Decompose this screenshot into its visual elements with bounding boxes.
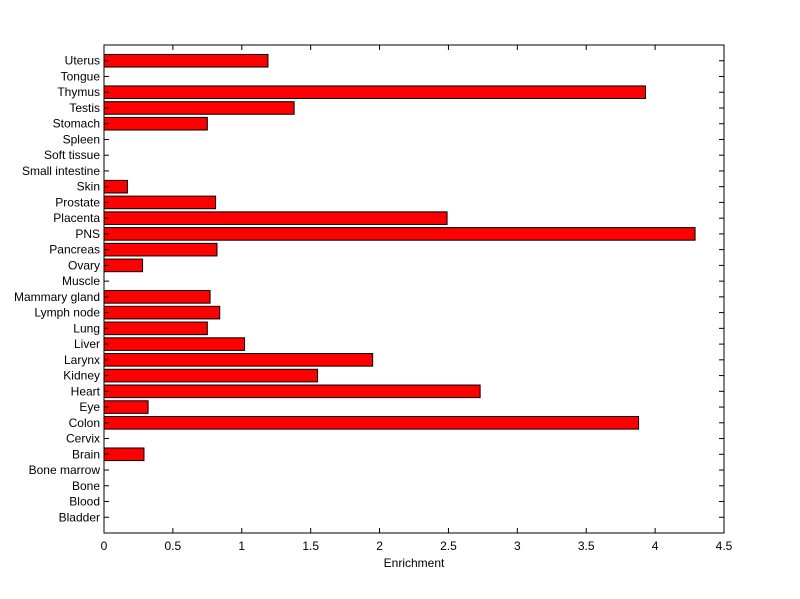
y-tick-label: Kidney bbox=[63, 369, 100, 383]
y-tick-label: Muscle bbox=[62, 274, 100, 288]
bar-kidney bbox=[103, 368, 319, 383]
x-tick-label: 3.5 bbox=[578, 539, 595, 553]
bar-eye bbox=[103, 400, 149, 414]
x-tick-label: 2.5 bbox=[440, 539, 457, 553]
x-axis-label: Enrichment bbox=[384, 556, 445, 570]
x-tick-label: 0.5 bbox=[165, 539, 182, 553]
bar-mammary-gland bbox=[103, 290, 211, 304]
y-tick-label: Liver bbox=[74, 337, 100, 351]
x-tick-label: 2 bbox=[376, 539, 383, 553]
ticks-group bbox=[103, 45, 725, 533]
y-tick-label: Blood bbox=[69, 495, 100, 509]
y-tick-label: Tongue bbox=[61, 69, 101, 83]
bar-brain bbox=[103, 447, 145, 462]
bar-liver bbox=[103, 337, 246, 351]
x-tick-label: 4 bbox=[652, 539, 659, 553]
x-tick-label: 4.5 bbox=[716, 539, 733, 553]
y-tick-label: Stomach bbox=[53, 117, 100, 131]
bar-stomach bbox=[103, 116, 208, 131]
y-tick-label: Eye bbox=[79, 400, 100, 414]
bar-heart bbox=[103, 384, 481, 399]
bar-lung bbox=[103, 321, 208, 336]
y-tick-label: Brain bbox=[72, 447, 100, 461]
y-tick-label: Prostate bbox=[55, 195, 100, 209]
y-tick-label: Larynx bbox=[64, 353, 100, 367]
bar-uterus bbox=[103, 53, 269, 68]
y-tick-label: Testis bbox=[69, 101, 100, 115]
bar-pns bbox=[103, 227, 696, 241]
y-tick-label: Soft tissue bbox=[44, 148, 100, 162]
plot-frame bbox=[103, 44, 725, 534]
y-tick-label: Colon bbox=[69, 416, 100, 430]
y-tick-label: Bone marrow bbox=[29, 463, 101, 477]
x-tick-label: 0 bbox=[101, 539, 108, 553]
y-tick-label: Thymus bbox=[57, 85, 100, 99]
y-tick-label: Lymph node bbox=[34, 306, 100, 320]
bars-group bbox=[103, 53, 696, 462]
bar-thymus bbox=[103, 85, 646, 100]
y-tick-label: Spleen bbox=[63, 132, 100, 146]
y-tick-label: Cervix bbox=[66, 432, 100, 446]
y-tick-label: Small intestine bbox=[22, 164, 100, 178]
y-tick-label: Mammary gland bbox=[14, 290, 100, 304]
y-tick-label: Heart bbox=[71, 384, 101, 398]
bar-prostate bbox=[103, 195, 217, 210]
y-tick-label: Placenta bbox=[53, 211, 100, 225]
x-tick-labels: 0 0.5 1 1.5 2 2.5 3 3.5 4 4.5 bbox=[101, 539, 733, 553]
y-tick-label: PNS bbox=[75, 227, 100, 241]
bar-colon bbox=[103, 416, 640, 430]
bar-lymph-node bbox=[103, 305, 221, 320]
bar-ovary bbox=[103, 258, 144, 273]
y-tick-label: Ovary bbox=[68, 258, 100, 272]
bar-testis bbox=[103, 101, 295, 115]
bar-placenta bbox=[103, 211, 448, 225]
x-tick-label: 1.5 bbox=[302, 539, 319, 553]
bar-larynx bbox=[103, 353, 374, 367]
y-tick-label: Skin bbox=[77, 180, 100, 194]
y-tick-label: Bone bbox=[72, 479, 100, 493]
y-tick-label: Bladder bbox=[59, 510, 100, 524]
y-tick-label: Pancreas bbox=[49, 243, 100, 257]
x-tick-label: 3 bbox=[514, 539, 521, 553]
y-tick-label: Uterus bbox=[65, 54, 100, 68]
y-tick-label: Lung bbox=[73, 321, 100, 335]
x-tick-label: 1 bbox=[238, 539, 245, 553]
bar-pancreas bbox=[103, 242, 218, 257]
